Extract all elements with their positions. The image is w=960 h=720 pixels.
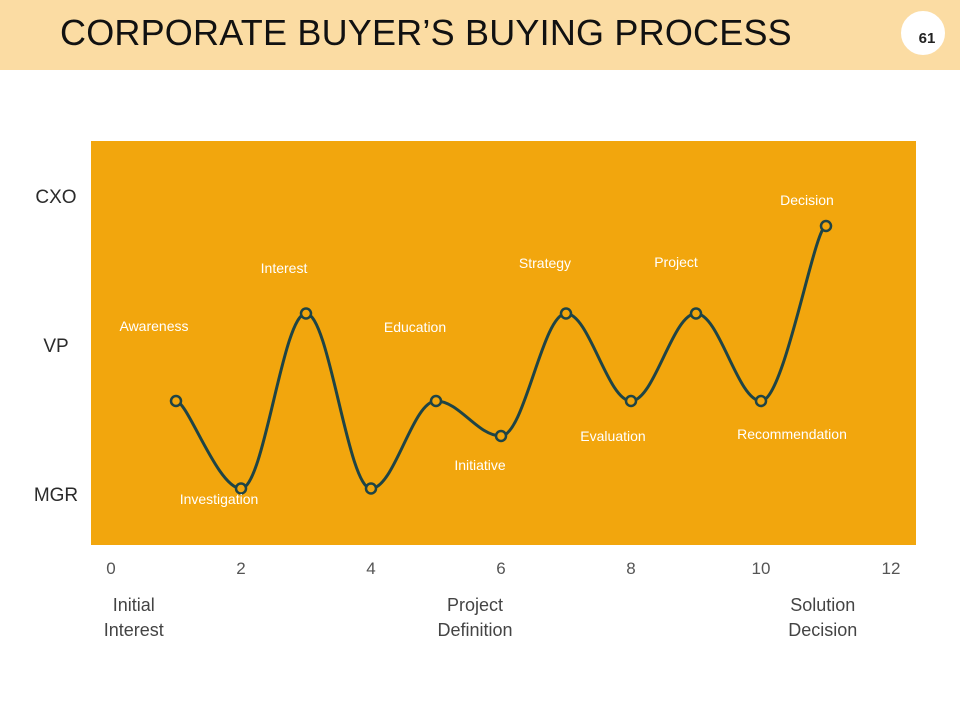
stage-label: Project Definition	[437, 595, 512, 640]
x-tick-label: 2	[236, 559, 245, 578]
y-level-label: VP	[43, 336, 68, 357]
point-label: Interest	[261, 260, 308, 276]
point-label: Awareness	[119, 318, 188, 334]
title-banner: CORPORATE BUYER’S BUYING PROCESS	[0, 0, 960, 70]
data-point	[624, 394, 638, 408]
y-level-label: MGR	[34, 485, 78, 506]
page-number-badge: 61	[888, 0, 958, 70]
point-label: Strategy	[519, 255, 571, 271]
point-label: Project	[654, 254, 698, 270]
data-point	[429, 394, 443, 408]
x-tick-label: 12	[882, 559, 901, 578]
x-tick-label: 0	[106, 559, 115, 578]
point-label: Decision	[780, 192, 834, 208]
point-label: Recommendation	[737, 426, 847, 442]
plot-area	[91, 141, 916, 545]
point-label: Investigation	[180, 491, 259, 507]
data-point	[819, 219, 833, 233]
stage-label: Solution Decision	[788, 595, 857, 640]
data-point	[689, 307, 703, 320]
data-point	[754, 394, 768, 408]
x-tick-label: 4	[366, 559, 375, 578]
y-level-label: CXO	[35, 187, 76, 208]
page-number: 61	[918, 30, 936, 47]
data-point	[559, 307, 573, 320]
x-tick-label: 10	[752, 559, 771, 578]
x-tick-label: 6	[496, 559, 505, 578]
stage-label: Initial Interest	[104, 595, 164, 640]
data-point	[169, 394, 183, 408]
x-tick-label: 8	[626, 559, 635, 578]
point-label: Initiative	[454, 457, 506, 473]
page-number-circle: 61	[897, 7, 949, 59]
point-label: Evaluation	[580, 428, 645, 444]
point-label: Education	[384, 319, 446, 335]
data-point	[234, 482, 248, 495]
data-point	[364, 482, 378, 495]
slide-title: CORPORATE BUYER’S BUYING PROCESS	[60, 12, 792, 53]
data-point	[299, 307, 313, 320]
data-point	[494, 429, 508, 443]
